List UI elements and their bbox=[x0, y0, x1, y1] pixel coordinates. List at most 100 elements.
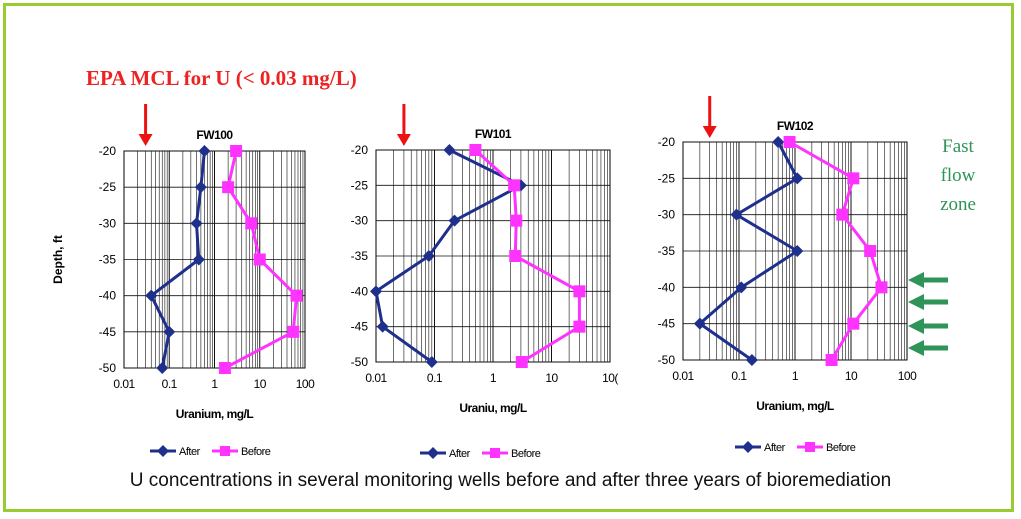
fw101-after-point bbox=[422, 250, 435, 262]
fw100-y-tick-label: -50 bbox=[99, 361, 117, 375]
fw100-legend-before-icon bbox=[220, 446, 230, 456]
fw100-after-point bbox=[163, 325, 176, 338]
fw102-after-point bbox=[730, 208, 743, 221]
fw100-before-point bbox=[230, 145, 243, 157]
fw101-x-tick-label: 0.1 bbox=[427, 371, 443, 385]
fw102-before-point bbox=[783, 136, 796, 148]
fw102-after-point bbox=[791, 172, 804, 185]
fast-flow-zone-line-2: flow bbox=[940, 165, 976, 186]
fw101-after-point bbox=[425, 356, 438, 368]
green-left-arrow-icon bbox=[908, 294, 924, 310]
fast-flow-zone-label: Fast flow zone bbox=[928, 132, 988, 219]
fw102-before-point bbox=[864, 245, 877, 257]
fw100-y-tick-label: -25 bbox=[99, 180, 117, 194]
fw101-y-tick-label: -50 bbox=[351, 355, 369, 369]
fw102-before-point bbox=[825, 354, 838, 366]
fw100-title: FW100 bbox=[196, 128, 233, 142]
fw101-before-point bbox=[573, 320, 586, 333]
fw101-after-point bbox=[443, 144, 456, 156]
fw102-y-tick-label: -45 bbox=[658, 317, 676, 331]
fw102-y-tick-label: -20 bbox=[658, 135, 676, 149]
fw100-before-point bbox=[222, 181, 235, 194]
fw100-before-point bbox=[287, 325, 300, 338]
fw100-legend-after-label: After bbox=[179, 446, 201, 458]
fw101-legend-after-icon bbox=[427, 447, 439, 459]
fw102-after-point bbox=[693, 317, 706, 330]
fw102-y-tick-label: -35 bbox=[658, 244, 676, 258]
fw102-after-point bbox=[791, 245, 804, 257]
fw101-after-point bbox=[370, 285, 382, 298]
fw102-before-point bbox=[836, 208, 849, 221]
fw101-before-point bbox=[573, 285, 586, 298]
fw101-y-tick-label: -20 bbox=[351, 143, 369, 157]
fw101-before-point bbox=[510, 214, 523, 227]
fw102-legend-before-icon bbox=[805, 442, 815, 452]
fw102-legend-before-label: Before bbox=[826, 442, 856, 454]
fw100-before-point bbox=[218, 362, 231, 374]
fw102-x-tick-label: 0.1 bbox=[731, 369, 747, 383]
fw102-before-point bbox=[875, 281, 888, 294]
fw102-before-point bbox=[847, 172, 860, 185]
fast-flow-zone-line-3: zone bbox=[940, 194, 976, 215]
fw100-x-tick-label: 100 bbox=[296, 377, 315, 391]
fw102-after-point bbox=[772, 136, 785, 148]
fw102-after-point bbox=[745, 354, 758, 366]
fw100-after-point bbox=[192, 253, 205, 266]
fw100-x-tick-label: 10 bbox=[254, 377, 267, 391]
fw100-legend-before-label: Before bbox=[241, 446, 271, 458]
fw101-x-tick-label: 10 bbox=[545, 371, 558, 385]
epa-mcl-title: EPA MCL for U (< 0.03 mg/L) bbox=[86, 66, 357, 90]
fw100-y-axis-label: Depth, ft bbox=[51, 235, 65, 284]
fw101-epa-arrow-icon bbox=[396, 134, 411, 146]
fw100-x-axis-label: Uranium, mg/L bbox=[176, 407, 254, 421]
fw101-y-tick-label: -35 bbox=[351, 249, 369, 263]
green-left-arrow-icon bbox=[908, 272, 924, 288]
fw100-y-tick-label: -45 bbox=[99, 325, 117, 339]
figure-caption: U concentrations in several monitoring w… bbox=[129, 470, 892, 491]
fw102-x-tick-label: 0.01 bbox=[672, 369, 694, 383]
fw100-after-point bbox=[194, 181, 207, 194]
fw100-epa-arrow-icon bbox=[138, 134, 153, 146]
fw101-x-tick-label: 10( bbox=[602, 371, 618, 385]
fw101-after-point bbox=[376, 320, 389, 333]
fw100-before-point bbox=[253, 253, 266, 266]
fw102-y-tick-label: -25 bbox=[658, 171, 676, 185]
fw102-epa-arrow-icon bbox=[702, 126, 717, 138]
fw100-after-point bbox=[198, 145, 211, 157]
green-left-arrow-icon bbox=[908, 340, 924, 356]
fw102-x-tick-label: 1 bbox=[792, 369, 799, 383]
fw101-before-point bbox=[509, 250, 522, 262]
fw101-x-tick-label: 0.01 bbox=[365, 371, 387, 385]
fw100-x-tick-label: 0.1 bbox=[162, 377, 178, 391]
fw100-before-point bbox=[290, 289, 303, 302]
fw100-after-point bbox=[190, 217, 203, 230]
fw101-after-point bbox=[448, 214, 461, 227]
fw100-legend-after-icon bbox=[157, 445, 169, 457]
fw102-y-tick-label: -50 bbox=[658, 353, 676, 367]
fw102-y-tick-label: -30 bbox=[658, 208, 676, 222]
fw100-y-tick-label: -35 bbox=[99, 253, 117, 267]
fw100-y-tick-label: -20 bbox=[99, 144, 117, 158]
fw101-before-point bbox=[515, 356, 528, 368]
fw101-legend-before-icon bbox=[490, 448, 500, 458]
fw100-y-tick-label: -30 bbox=[99, 216, 117, 230]
fw101-x-tick-label: 1 bbox=[490, 371, 497, 385]
fw102-x-axis-label: Uranium, mg/L bbox=[756, 399, 834, 413]
fw102-legend-after-label: After bbox=[764, 442, 786, 454]
fw101-legend-after-label: After bbox=[449, 448, 471, 460]
fw102-before-point bbox=[847, 317, 860, 330]
fw101-x-axis-label: Uraniu, mg/L bbox=[459, 401, 527, 415]
fw102-x-tick-label: 10 bbox=[845, 369, 858, 383]
fw101-legend-before-label: Before bbox=[511, 448, 541, 460]
green-left-arrow-icon bbox=[908, 318, 924, 334]
fw102-title: FW102 bbox=[777, 119, 814, 133]
fw100-after-point bbox=[156, 362, 169, 374]
fw100-before-point bbox=[245, 217, 258, 230]
fw101-before-point bbox=[508, 179, 521, 192]
fw101-y-tick-label: -45 bbox=[351, 320, 369, 334]
fw102-y-tick-label: -40 bbox=[658, 280, 676, 294]
fw101-before-point bbox=[469, 144, 482, 156]
fw102-legend-after-icon bbox=[742, 441, 754, 453]
fw100-x-tick-label: 0.01 bbox=[113, 377, 135, 391]
